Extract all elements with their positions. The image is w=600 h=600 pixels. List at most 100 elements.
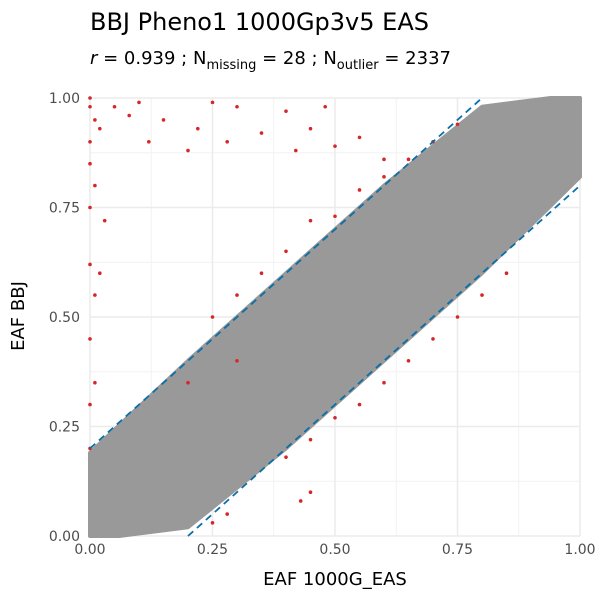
scatter-point — [176, 424, 181, 429]
outlier-point — [225, 140, 229, 144]
scatter-band — [88, 96, 582, 538]
chart-subtitle: r = 0.939 ; Nmissing = 28 ; Noutlier = 2… — [90, 48, 451, 73]
scatter-point — [308, 358, 313, 363]
scatter-point — [127, 481, 132, 486]
subtitle-outlier-text: = 2337 — [379, 48, 451, 69]
outlier-point — [259, 131, 264, 135]
subtitle-r-symbol: r — [90, 48, 99, 69]
x-tick-label: 0.25 — [197, 542, 228, 558]
outlier-point — [186, 148, 190, 153]
scatter-point — [333, 350, 337, 355]
outlier-point — [88, 337, 92, 341]
scatter-point — [391, 227, 396, 232]
outlier-point — [137, 100, 141, 105]
scatter-point — [235, 437, 239, 442]
outlier-point — [88, 140, 92, 144]
outlier-point — [210, 521, 215, 525]
outlier-point — [235, 293, 239, 297]
outlier-point — [406, 359, 411, 363]
outlier-point — [323, 104, 328, 109]
scatter-point — [382, 306, 386, 311]
axis-ticks: 0.00 0.25 0.50 0.75 1.00 0.00 0.25 0.50 0.75 1.00 — [49, 91, 596, 558]
scatter-point-cloud — [88, 96, 582, 538]
outlier-point — [210, 100, 215, 105]
outlier-point — [93, 183, 97, 188]
scatter-point — [440, 183, 445, 188]
y-tick-label: 0.25 — [49, 420, 80, 436]
scatter-point — [357, 315, 362, 319]
scatter-point — [284, 393, 288, 398]
subtitle-r-text: = 0.939 ; N — [97, 48, 206, 69]
outlier-point — [210, 315, 215, 319]
scatter-point — [195, 402, 200, 407]
outlier-point — [235, 104, 239, 109]
outlier-point — [308, 490, 313, 495]
x-tick-label: 0.75 — [442, 542, 473, 558]
outlier-point — [333, 415, 337, 420]
outlier-point — [88, 104, 92, 109]
outlier-point — [308, 437, 313, 442]
outlier-point — [284, 249, 288, 254]
scatter-point — [274, 336, 279, 341]
outlier-point — [284, 455, 288, 459]
scatter-point — [210, 446, 215, 451]
outlier-point — [504, 271, 509, 276]
outlier-point — [480, 293, 484, 297]
subtitle-outlier-sub: outlier — [337, 58, 380, 73]
outlier-point — [308, 126, 313, 131]
scatter-point — [112, 507, 117, 512]
outlier-point — [284, 109, 288, 113]
scatter-point — [161, 490, 166, 495]
outlier-point — [186, 380, 190, 385]
outlier-point — [88, 161, 92, 166]
outlier-point — [298, 499, 303, 503]
outlier-point — [88, 262, 92, 267]
scatter-point — [489, 139, 494, 144]
outlier-point — [455, 122, 460, 127]
outlier-point — [382, 157, 386, 162]
scatter-point — [293, 315, 298, 319]
outlier-point — [357, 135, 362, 140]
outlier-point — [333, 214, 337, 219]
scatter-point — [421, 205, 426, 210]
outlier-point — [259, 271, 264, 276]
outlier-point — [88, 96, 92, 100]
scatter-point — [558, 126, 563, 131]
scatter-point — [97, 520, 102, 525]
y-tick-label: 0.00 — [49, 529, 80, 545]
threshold-line — [89, 97, 483, 450]
scatter-point — [553, 139, 558, 144]
subtitle-missing-text: = 28 ; N — [256, 48, 336, 69]
scatter-point — [519, 117, 524, 122]
outlier-point — [98, 271, 102, 276]
y-tick-label: 1.00 — [49, 91, 80, 107]
outlier-point — [308, 218, 313, 223]
outlier-point — [196, 126, 200, 131]
scatter-point — [146, 446, 151, 451]
outlier-point — [382, 175, 386, 179]
outlier-point — [294, 148, 298, 153]
outlier-point — [93, 380, 97, 385]
threshold-lines — [89, 97, 581, 537]
scatter-point — [137, 512, 141, 517]
outlier-point — [225, 512, 229, 516]
scatter-point — [244, 358, 249, 363]
scatter-point — [323, 293, 328, 298]
x-axis-title: EAF 1000G_EAS — [263, 569, 407, 590]
scatter-point — [480, 218, 484, 223]
outlier-point — [93, 118, 97, 122]
scatter-point — [372, 249, 377, 254]
x-tick-label: 0.00 — [74, 542, 105, 558]
threshold-line — [187, 184, 581, 537]
outlier-point — [147, 140, 151, 144]
x-tick-label: 0.50 — [319, 542, 350, 558]
outlier-point — [112, 104, 117, 109]
data-points — [88, 96, 573, 525]
outlier-point — [431, 337, 435, 341]
outlier-point — [357, 188, 362, 192]
outlier-point — [88, 205, 92, 210]
chart-title: BBJ Pheno1 1000Gp3v5 EAS — [90, 8, 429, 36]
scatter-point — [186, 468, 190, 473]
outlier-point — [235, 359, 239, 363]
